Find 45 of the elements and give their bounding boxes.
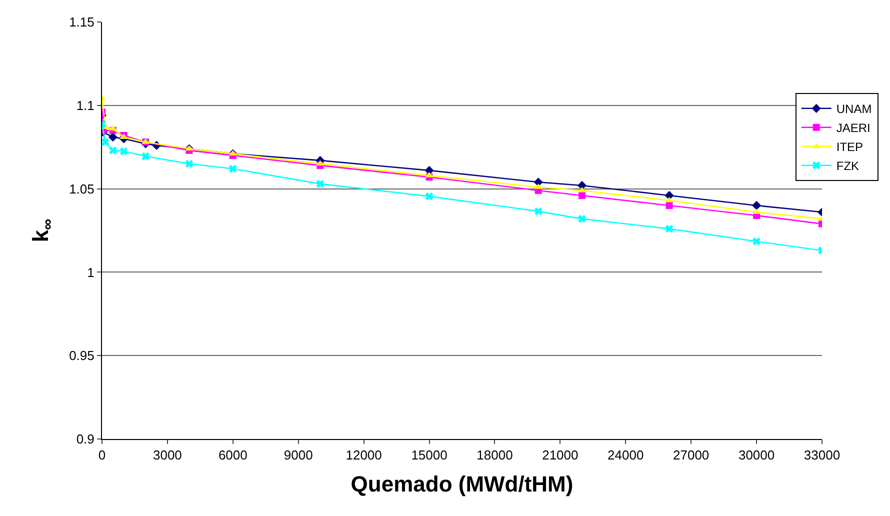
y-tick-label: 0.9 <box>76 432 94 447</box>
point <box>666 202 673 209</box>
point <box>578 192 586 199</box>
point <box>316 160 324 166</box>
y-tick-label: 0.95 <box>69 348 94 364</box>
point <box>142 152 150 160</box>
x-tick-label: 0 <box>98 448 106 463</box>
x-tick-label: 30000 <box>738 448 775 463</box>
point <box>228 164 237 173</box>
x-tick-label: 12000 <box>346 448 382 463</box>
point <box>185 160 194 168</box>
x-tick-label: 18000 <box>476 448 513 463</box>
y-tick-label: 1.15 <box>69 14 94 30</box>
x-tick-label: 3000 <box>152 448 182 463</box>
x-axis-title: Quemado (MWd/tHM) <box>350 472 574 496</box>
point <box>752 200 762 210</box>
legend-label: JAERI <box>836 121 870 136</box>
x-tick-label: 9000 <box>284 448 313 463</box>
x-tick-label: 33000 <box>804 448 840 463</box>
x-tick-label: 27000 <box>673 448 710 463</box>
point <box>425 192 434 200</box>
y-tick-label: 1.1 <box>76 98 94 113</box>
point <box>577 180 587 190</box>
y-tick-label: 1.05 <box>69 181 94 196</box>
point <box>752 237 761 246</box>
point <box>425 172 434 178</box>
x-tick-label: 24000 <box>608 448 644 463</box>
x-tick-label: 21000 <box>542 448 578 463</box>
x-tick-label: 6000 <box>218 448 248 463</box>
point <box>316 180 324 188</box>
x-tick-label: 15000 <box>411 448 448 463</box>
point <box>534 207 542 216</box>
legend-label: ITEP <box>836 140 864 154</box>
legend-label: FZK <box>836 159 860 174</box>
point <box>185 145 194 151</box>
point <box>228 150 237 156</box>
point <box>108 146 117 154</box>
point <box>578 214 586 223</box>
legend-label: UNAM <box>836 102 872 116</box>
point <box>120 147 128 156</box>
point <box>102 138 110 146</box>
point <box>665 196 674 202</box>
point <box>108 132 118 142</box>
point <box>665 224 674 233</box>
y-tick-label: 1 <box>87 264 94 280</box>
